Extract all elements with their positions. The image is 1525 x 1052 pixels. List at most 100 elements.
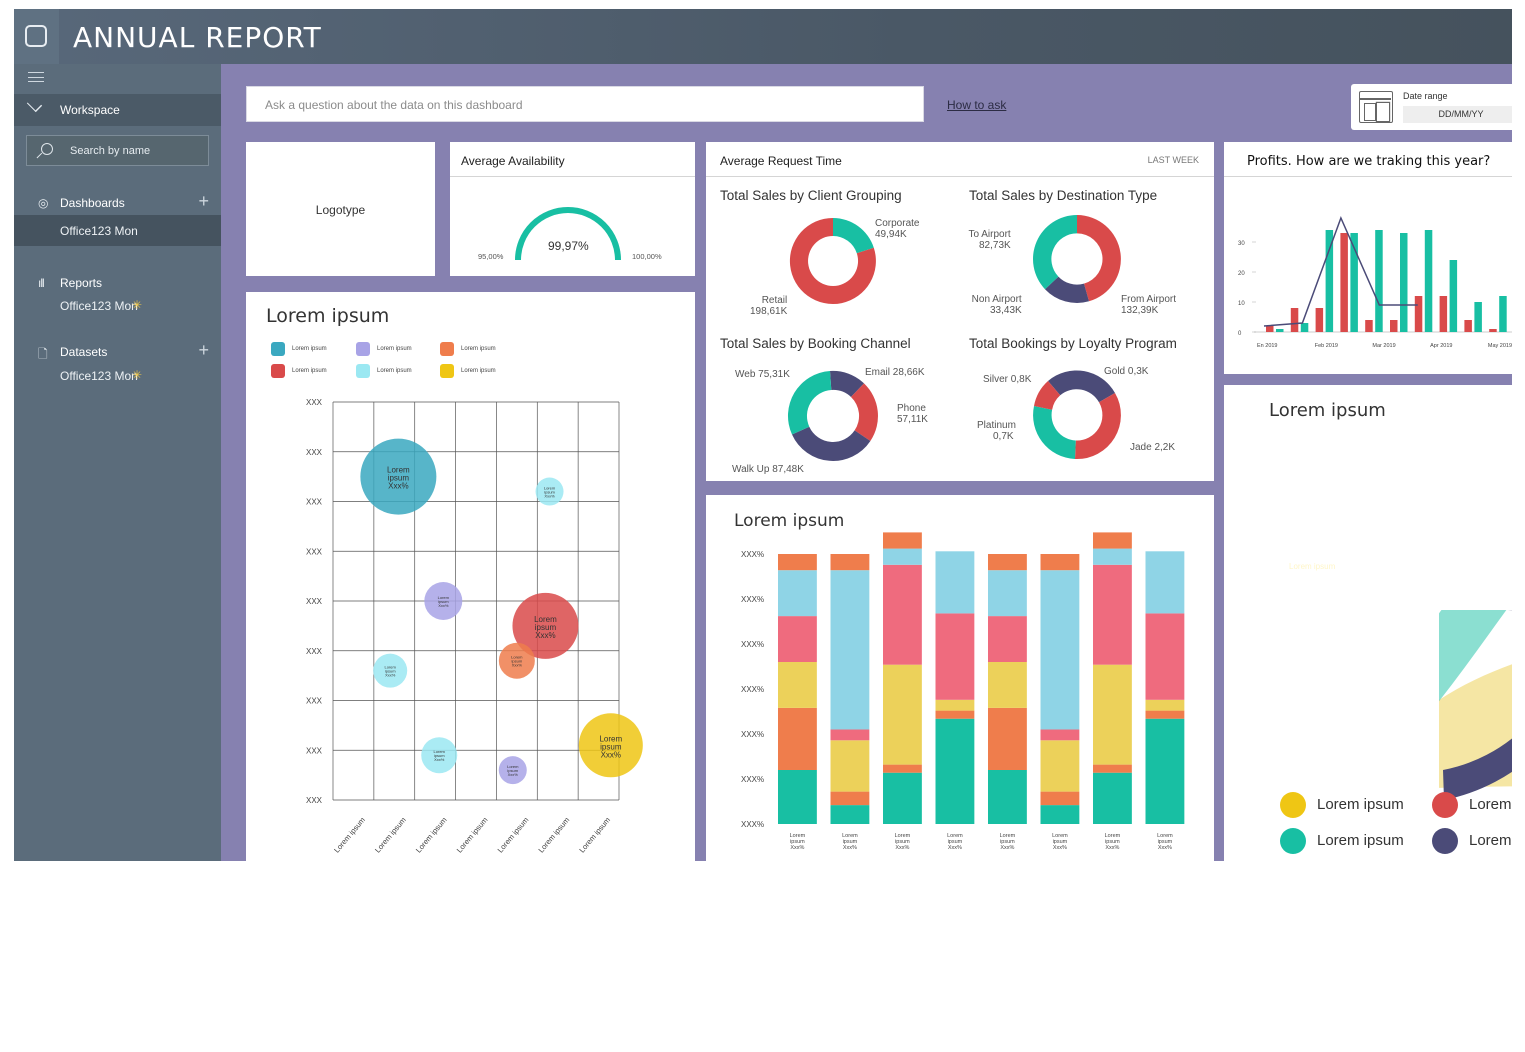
bar-segment: [830, 791, 870, 806]
bar-segment: [830, 740, 870, 792]
stacked-bar-chart: LoremipsumXxx%LoremipsumXxx%LoremipsumXx…: [741, 532, 1185, 851]
sidebar-subitem-label: Office123 Mon: [60, 224, 138, 238]
app-menu-button[interactable]: [14, 9, 59, 64]
bar-segment: [883, 764, 922, 773]
x-tick-label: Lorem: [1157, 833, 1173, 839]
card-title: Lorem ipsum: [266, 305, 390, 327]
sidebar-item-datasets[interactable]: 🗋 Datasets +: [14, 337, 221, 367]
bubble-label: ipsum: [544, 490, 555, 495]
how-to-ask-link[interactable]: How to ask: [947, 98, 1007, 112]
sidebar-subitem-label: Office123 Mon: [60, 369, 138, 383]
search-field[interactable]: Search by name: [26, 135, 209, 166]
x-tick-label: ipsum: [1158, 839, 1173, 845]
chord-arc-teal: [1456, 421, 1512, 488]
legend-swatch: [271, 342, 285, 356]
bubble: [360, 438, 437, 515]
x-tick-label: ipsum: [895, 839, 910, 845]
date-range-picker[interactable]: Date range DD/MM/YY: [1351, 84, 1512, 130]
bubble-label: ipsum: [385, 669, 396, 674]
y-tick-label: XXX%: [741, 730, 764, 739]
bar-segment: [883, 564, 922, 665]
donut-title: Total Sales by Client Grouping: [720, 188, 902, 203]
sidebar-item-reports[interactable]: ıll Reports: [14, 268, 221, 298]
x-tick-label: Lorem: [1105, 833, 1121, 839]
y-tick-label: XXX%: [741, 820, 764, 829]
workspace-label: Workspace: [60, 103, 120, 117]
bubble-label: ipsum: [600, 742, 622, 751]
bar-segment: [935, 551, 975, 614]
bar-segment: [1040, 740, 1080, 792]
y-tick-label: XXX: [306, 796, 323, 805]
chevron-down-icon: [26, 96, 43, 113]
x-tick-label: Lorem ipsum: [577, 816, 612, 855]
bubble: [512, 592, 579, 659]
card-title: Lorem ipsum: [1269, 400, 1386, 421]
legend-swatch: [1280, 828, 1306, 854]
add-dataset-icon[interactable]: +: [198, 340, 209, 360]
x-tick-label: ipsum: [790, 839, 805, 845]
x-tick-label: Lorem ipsum: [414, 816, 449, 855]
workspace-header[interactable]: Workspace: [14, 94, 221, 126]
sidebar-item-dashboards[interactable]: ◎ Dashboards +: [14, 188, 221, 218]
star-icon: ✳: [132, 298, 143, 312]
donut-label: Retail 198,61K: [750, 295, 788, 317]
sidebar-subitem-dataset[interactable]: Office123 Mon ✳: [14, 360, 221, 391]
title-bar: ANNUAL REPORT: [14, 9, 1512, 64]
sidebar-subitem-dashboard[interactable]: Office123 Mon: [14, 215, 221, 246]
legend-swatch: [356, 342, 370, 356]
bubble-label: Lorem: [599, 734, 622, 743]
y-tick-label: XXX: [306, 448, 323, 457]
bar-segment: [935, 699, 975, 711]
donut-slice-retail: [789, 217, 876, 304]
legend-swatch: [1432, 828, 1458, 854]
chord-label: Lorem ipsum: [1289, 562, 1336, 571]
bar-segment: [830, 729, 870, 741]
bubble-label: ipsum: [507, 768, 518, 773]
bubble-label: Xxx%: [512, 663, 523, 668]
bubble-label: Lorem: [544, 486, 556, 491]
y-tick-label: XXX%: [741, 550, 764, 559]
bubble-label: Lorem: [385, 665, 397, 670]
bubble-label: Lorem: [511, 655, 523, 660]
x-tick-label: ipsum: [1105, 839, 1120, 845]
bar-segment: [1093, 664, 1132, 765]
date-range-value[interactable]: DD/MM/YY: [1403, 106, 1512, 123]
bar-segment: [1093, 564, 1132, 665]
search-icon: [41, 143, 53, 155]
donut-slice-jade: [1075, 393, 1121, 460]
legend-label: Lorem: [1469, 796, 1512, 813]
bar-segment: [778, 707, 817, 770]
bar-segment: [1040, 729, 1080, 741]
calendar-icon: [1359, 91, 1393, 123]
bubble-label: ipsum: [438, 599, 449, 604]
donut-slice-web: [787, 371, 832, 435]
bar-teal: [1350, 233, 1358, 332]
y-tick-label: XXX: [306, 647, 323, 656]
add-dashboard-icon[interactable]: +: [198, 191, 209, 211]
legend-swatch: [1280, 792, 1306, 818]
y-tick-label: XXX: [306, 498, 323, 507]
donut-slice-to-airport: [1032, 215, 1077, 290]
qa-input[interactable]: Ask a question about the data on this da…: [246, 86, 924, 122]
x-tick-label: Lorem: [842, 833, 858, 839]
bar-segment: [1040, 791, 1080, 806]
bar-segment: [778, 770, 817, 824]
bubble-label: ipsum: [512, 659, 523, 664]
x-tick-label: ipsum: [843, 839, 858, 845]
x-tick-label: ipsum: [948, 839, 963, 845]
legend-swatch: [440, 364, 454, 378]
divider: [1224, 176, 1512, 177]
bar-teal: [1300, 323, 1309, 332]
legend-label: Lorem ipsum: [292, 368, 327, 374]
donut-label: Email 28,66K: [865, 367, 925, 378]
bar-teal: [1325, 230, 1334, 332]
dashboard-window: ANNUAL REPORT Workspace Search by name ◎…: [14, 9, 1512, 861]
hamburger-icon[interactable]: [28, 72, 44, 82]
card-title: Lorem ipsum: [734, 511, 845, 531]
date-range-label: Date range: [1403, 91, 1448, 101]
y-tick-label: 10: [1238, 301, 1245, 307]
legend-label: Lorem ipsum: [461, 346, 496, 352]
sidebar-subitem-report[interactable]: Office123 Mon ✳: [14, 290, 221, 321]
bubble-label: Xxx%: [438, 603, 449, 608]
bar-teal: [1276, 329, 1284, 332]
